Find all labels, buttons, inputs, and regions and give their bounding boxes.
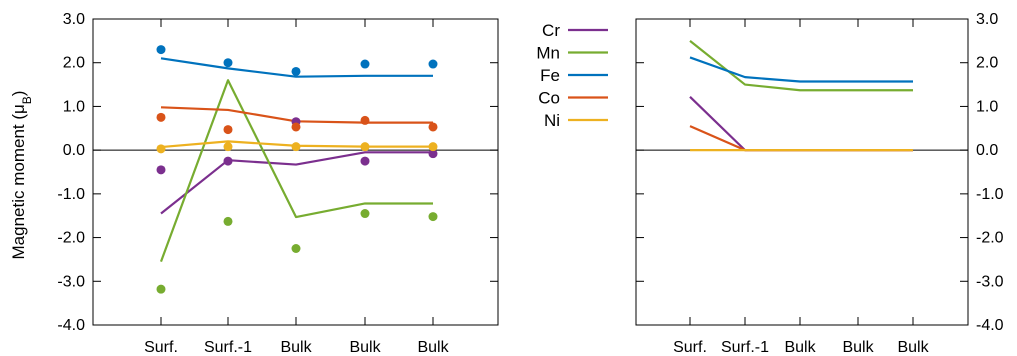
data-point-mn bbox=[156, 284, 166, 294]
y-axis-label-close: ) bbox=[9, 91, 28, 97]
plot-frame bbox=[635, 18, 969, 326]
data-point-co bbox=[428, 122, 438, 132]
x-tick-label: Bulk bbox=[417, 339, 449, 356]
data-point-co bbox=[291, 122, 301, 132]
x-tick-label: Bulk bbox=[349, 339, 381, 356]
data-point-cr bbox=[156, 165, 166, 175]
y-tick-label: -1.0 bbox=[976, 186, 1004, 203]
series-line-cr bbox=[689, 96, 913, 152]
x-tick-label: Bulk bbox=[897, 339, 929, 356]
legend: Cr Mn Fe Co Ni bbox=[536, 21, 608, 130]
data-point-mn bbox=[428, 212, 438, 222]
x-tick-label: Surf. bbox=[144, 339, 178, 356]
data-point-ni bbox=[223, 142, 233, 152]
data-point-fe bbox=[360, 59, 370, 69]
data-point-ni bbox=[360, 142, 370, 152]
x-tick-label: Bulk bbox=[784, 339, 816, 356]
y-tick-label: 1.0 bbox=[976, 98, 998, 115]
legend-label: Co bbox=[538, 89, 560, 108]
y-axis-label-subscript: B bbox=[20, 96, 34, 104]
y-tick-label: 1.0 bbox=[63, 98, 85, 115]
y-tick-label: -3.0 bbox=[976, 273, 1004, 290]
y-axis-label: Magnetic moment (μB) bbox=[9, 91, 34, 260]
legend-label: Fe bbox=[540, 66, 560, 85]
x-tick-label: Surf.-1 bbox=[721, 339, 769, 356]
y-tick-label: 2.0 bbox=[63, 55, 85, 72]
series-line-fe bbox=[689, 56, 913, 83]
series-line-mn bbox=[689, 39, 913, 92]
data-point-ni bbox=[428, 142, 438, 152]
data-point-cr bbox=[428, 149, 438, 159]
data-point-ni bbox=[291, 142, 301, 152]
legend-label: Cr bbox=[542, 21, 560, 40]
series-line-cr bbox=[160, 151, 433, 215]
x-tick-label: Bulk bbox=[280, 339, 312, 356]
legend-label: Ni bbox=[544, 111, 560, 130]
series-line-fe bbox=[160, 57, 433, 78]
y-axis-label-text: Magnetic moment (μ bbox=[9, 104, 28, 259]
data-point-ni bbox=[156, 144, 166, 154]
y-tick-label: 3.0 bbox=[63, 11, 85, 28]
data-point-fe bbox=[291, 66, 301, 76]
data-point-cr bbox=[223, 156, 233, 166]
y-tick-label: -4.0 bbox=[57, 317, 85, 334]
data-point-fe bbox=[223, 58, 233, 68]
data-point-mn bbox=[360, 209, 370, 219]
data-point-cr bbox=[360, 156, 370, 166]
y-tick-label: -1.0 bbox=[57, 186, 85, 203]
y-tick-label: -4.0 bbox=[976, 317, 1004, 334]
data-point-fe bbox=[156, 45, 166, 55]
left-chart-panel: 3.0 2.0 1.0 0.0 -1.0 -2.0 -3.0 -4.0 Surf. Surf.-1… bbox=[57, 11, 499, 356]
y-tick-label: -2.0 bbox=[976, 230, 1004, 247]
y-tick-label: 2.0 bbox=[976, 55, 998, 72]
x-tick-label: Surf. bbox=[673, 339, 707, 356]
data-point-co bbox=[223, 125, 233, 135]
y-tick-label: 0.0 bbox=[63, 142, 85, 159]
data-point-fe bbox=[428, 59, 438, 69]
data-point-mn bbox=[291, 244, 301, 253]
right-chart-panel: 3.0 2.0 1.0 0.0 -1.0 -2.0 -3.0 -4.0 Surf. Surf.-1… bbox=[635, 11, 1004, 356]
legend-label: Mn bbox=[536, 44, 560, 63]
y-tick-label: 3.0 bbox=[976, 11, 998, 28]
data-point-co bbox=[360, 115, 370, 125]
x-tick-label: Surf.-1 bbox=[204, 339, 252, 356]
y-tick-label: -2.0 bbox=[57, 230, 85, 247]
y-tick-label: 0.0 bbox=[976, 142, 998, 159]
x-tick-label: Bulk bbox=[842, 339, 874, 356]
series-line-mn bbox=[159, 79, 433, 262]
data-point-co bbox=[156, 112, 166, 122]
data-point-mn bbox=[223, 216, 233, 226]
y-tick-label: -3.0 bbox=[57, 273, 85, 290]
